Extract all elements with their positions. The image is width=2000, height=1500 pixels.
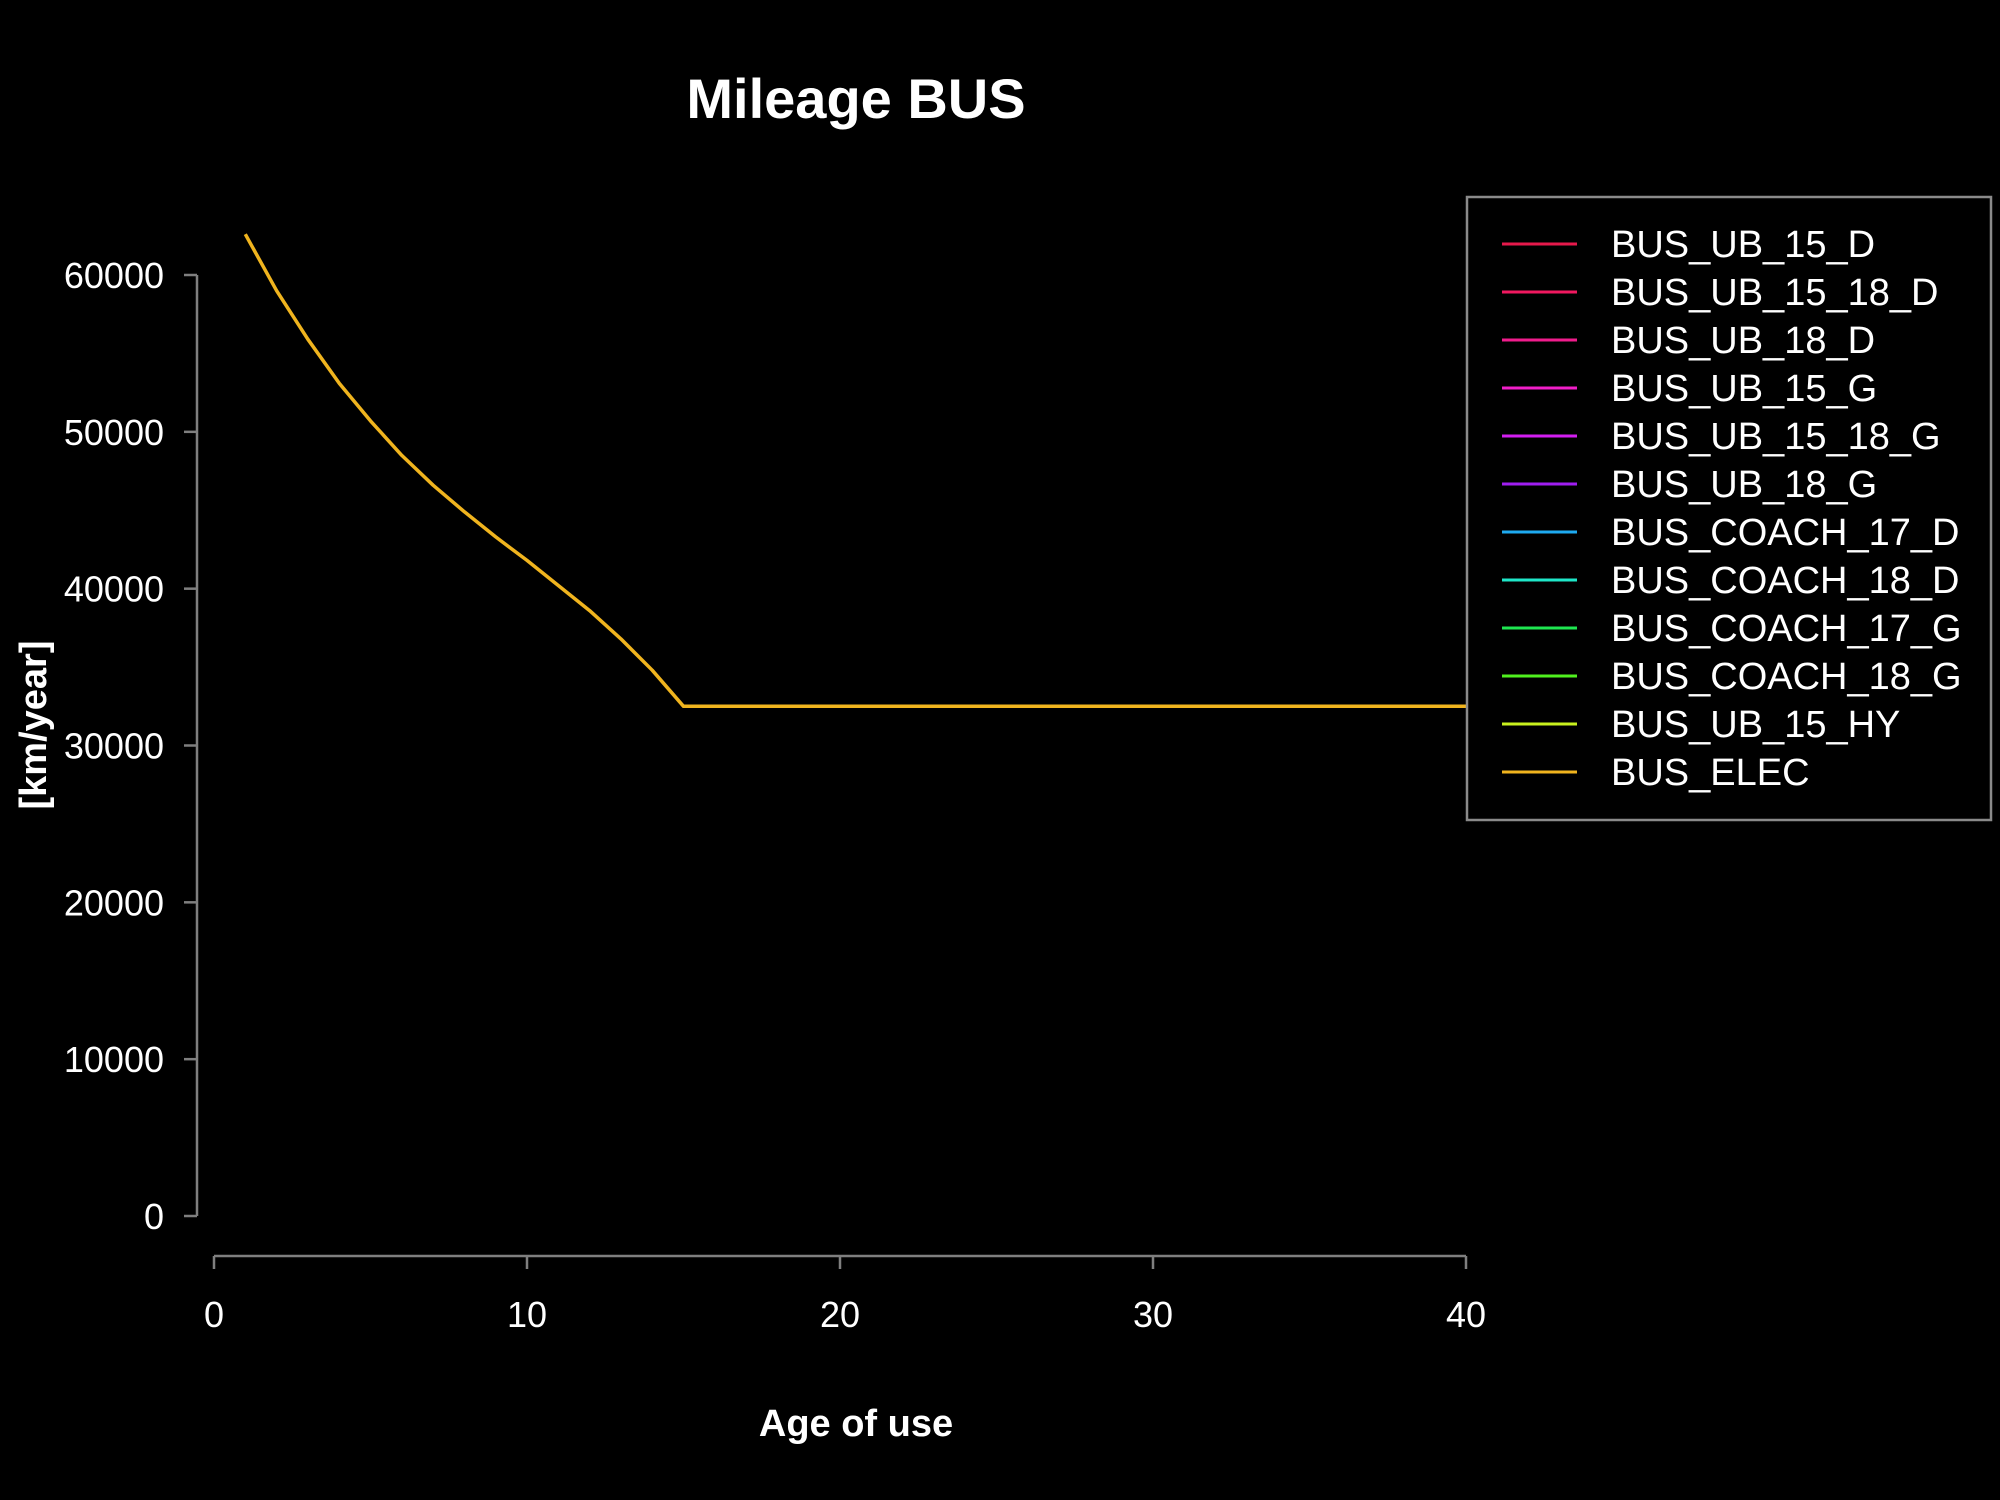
y-axis-label: [km/year] [13, 641, 55, 810]
y-tick-label: 60000 [64, 255, 164, 296]
legend-label: BUS_COACH_17_G [1611, 608, 1962, 650]
y-axis: 0 10000 20000 30000 40000 50000 60000 [64, 255, 199, 1237]
legend-label: BUS_UB_15_18_D [1611, 272, 1938, 314]
legend-label: BUS_UB_15_18_G [1611, 416, 1941, 458]
y-tick-label: 40000 [64, 569, 164, 610]
legend-items: BUS_UB_15_D BUS_UB_15_18_D BUS_UB_18_D BUS_… [1502, 224, 1962, 794]
legend-label: BUS_UB_15_HY [1611, 704, 1900, 746]
x-tick-label: 30 [1133, 1294, 1173, 1335]
legend-label: BUS_COACH_18_G [1611, 656, 1962, 698]
legend-box [1465, 195, 1993, 822]
x-tick-label: 10 [507, 1294, 547, 1335]
y-tick-label: 0 [144, 1196, 164, 1237]
legend-item: BUS_UB_15_G [1502, 368, 1877, 410]
legend-item: BUS_ELEC [1502, 752, 1810, 794]
x-axis: 0 10 20 30 40 [204, 1254, 1486, 1335]
legend-label: BUS_COACH_17_D [1611, 512, 1959, 554]
legend: BUS_UB_15_D BUS_UB_15_18_D BUS_UB_18_D BUS_… [1465, 195, 1993, 822]
legend-label: BUS_ELEC [1611, 752, 1810, 794]
legend-item: BUS_UB_15_D [1502, 224, 1875, 266]
legend-item: BUS_UB_15_18_D [1502, 272, 1938, 314]
y-tick-label: 10000 [64, 1039, 164, 1080]
legend-label: BUS_UB_15_G [1611, 368, 1877, 410]
plot-area [243, 233, 1466, 709]
legend-item: BUS_UB_15_HY [1502, 704, 1900, 746]
x-tick-label: 40 [1446, 1294, 1486, 1335]
legend-item: BUS_UB_15_18_G [1502, 416, 1941, 458]
legend-label: BUS_UB_18_D [1611, 320, 1875, 362]
x-tick-label: 20 [820, 1294, 860, 1335]
legend-item: BUS_UB_18_D [1502, 320, 1875, 362]
x-axis-label: Age of use [759, 1403, 953, 1445]
series-line-bus-elec [243, 233, 1466, 709]
legend-item: BUS_UB_18_G [1502, 464, 1877, 506]
x-tick-label: 0 [204, 1294, 224, 1335]
legend-label: BUS_UB_18_G [1611, 464, 1877, 506]
legend-item: BUS_COACH_18_G [1502, 656, 1962, 698]
y-tick-label: 50000 [64, 412, 164, 453]
legend-item: BUS_COACH_18_D [1502, 560, 1959, 602]
y-tick-label: 30000 [64, 726, 164, 767]
chart-title: Mileage BUS [686, 67, 1025, 130]
legend-item: BUS_COACH_17_G [1502, 608, 1962, 650]
legend-label: BUS_COACH_18_D [1611, 560, 1959, 602]
legend-item: BUS_COACH_17_D [1502, 512, 1959, 554]
legend-label: BUS_UB_15_D [1611, 224, 1875, 266]
y-tick-label: 20000 [64, 882, 164, 923]
